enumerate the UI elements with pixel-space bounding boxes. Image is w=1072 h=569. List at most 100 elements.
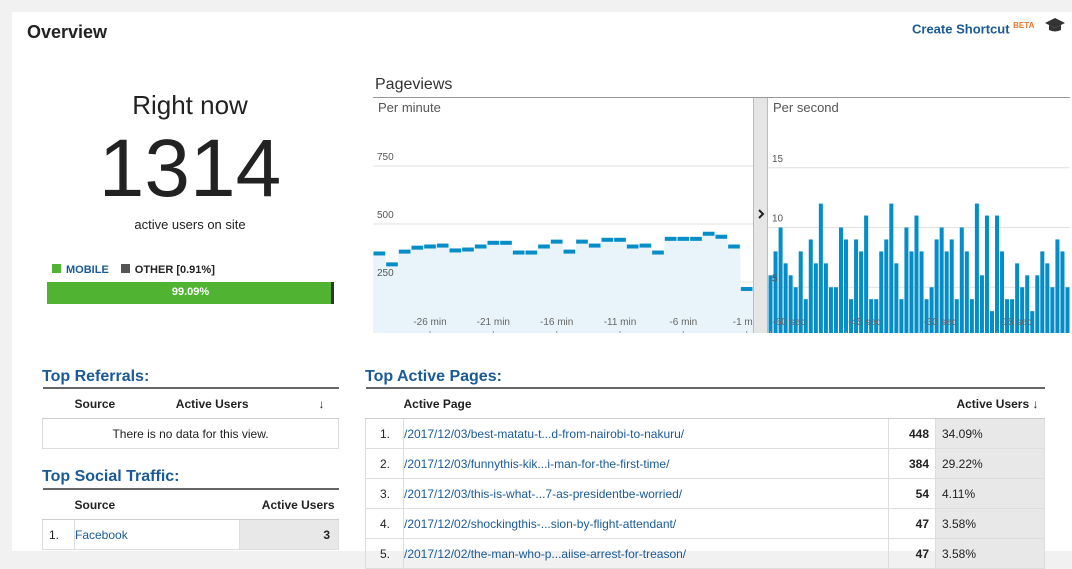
x-tick-label: -11 min	[604, 317, 637, 328]
row: 2./2017/12/03/funnythis-kik...i-man-for-…	[365, 448, 1045, 479]
referrals-title: Top Referrals:	[42, 368, 150, 385]
rank: 2.	[365, 448, 404, 479]
page-link[interactable]: /2017/12/03/this-is-what-...7-as-preside…	[403, 478, 889, 509]
users: 54	[888, 478, 936, 509]
x-tick-label: -30 sec	[924, 317, 957, 328]
bar	[1010, 299, 1015, 333]
bar	[849, 299, 854, 333]
share-fill	[47, 282, 332, 304]
active-caption: active users on site	[134, 217, 246, 232]
col-header-label[interactable]: Active Users	[956, 396, 1030, 411]
y-tick-label: 15	[772, 154, 784, 165]
bar	[864, 215, 869, 333]
source-link[interactable]: Facebook	[74, 519, 240, 550]
bar	[979, 275, 984, 333]
bar	[788, 275, 793, 333]
sort-arrow[interactable]: ↓	[318, 388, 339, 419]
x-tick-label: -15 sec	[999, 317, 1032, 328]
bar	[1025, 275, 1030, 333]
col-header[interactable]: Active Users ↓	[888, 388, 1045, 419]
rank: 1.	[42, 519, 75, 550]
bar	[1060, 251, 1065, 333]
bar	[944, 251, 949, 333]
chart-subtitle: Per minute	[378, 100, 441, 115]
y-tick-label: 500	[377, 210, 394, 221]
y-tick-label: 5	[772, 273, 778, 284]
x-tick-label: -16 min	[540, 317, 573, 328]
row: 4./2017/12/02/shockingthis-...sion-by-fl…	[365, 508, 1045, 539]
bar	[879, 251, 884, 333]
legend: MOBILE OTHER [0.91%]	[52, 264, 215, 276]
bar	[823, 263, 828, 333]
page-link[interactable]: /2017/12/02/shockingthis-...sion-by-flig…	[403, 508, 889, 539]
bar	[989, 311, 994, 333]
bar	[964, 251, 969, 333]
bar	[854, 239, 859, 333]
row: 5./2017/12/02/the-man-who-p...aiise-arre…	[365, 538, 1045, 569]
percent: 3.58%	[935, 538, 1045, 569]
x-tick-label: -26 min	[413, 317, 446, 328]
users: 47	[888, 538, 936, 569]
bar	[934, 239, 939, 333]
shortcut-label[interactable]: Create Shortcut	[912, 21, 1010, 37]
bar	[783, 263, 788, 333]
chart-frame	[373, 97, 1070, 334]
header-row: Active Page Active Users ↓	[365, 388, 1045, 419]
chart-divider[interactable]	[753, 98, 768, 333]
x-tick-label: -1 min	[733, 317, 753, 328]
bar	[813, 263, 818, 333]
cap-icon[interactable]	[1044, 17, 1066, 33]
bar	[929, 287, 934, 333]
per-second-chart: Per second 5 10 15 -60 sec -45 sec -30 sec -15 …	[768, 100, 1070, 333]
bar	[1045, 263, 1050, 333]
rank: 3.	[365, 478, 404, 509]
create-shortcut[interactable]: Create Shortcut BETA	[912, 21, 1034, 36]
page: Overview Create Shortcut BETA Right now …	[12, 12, 1072, 569]
rank: 1.	[365, 418, 404, 449]
col-header[interactable]: Active Users	[135, 388, 319, 419]
beta: BETA	[1013, 21, 1035, 30]
bar	[949, 239, 954, 333]
right-now-title: Right now	[132, 90, 248, 120]
x-tick-label: -60 sec	[773, 317, 806, 328]
bar	[793, 287, 798, 333]
page-link[interactable]: /2017/12/03/funnythis-kik...i-man-for-th…	[403, 448, 889, 479]
page-link[interactable]: /2017/12/02/the-man-who-p...aiise-arrest…	[403, 538, 889, 569]
empty-row: There is no data for this view.	[42, 418, 339, 449]
legend-item: OTHER [0.91%]	[120, 264, 215, 276]
bar	[859, 251, 864, 333]
social-table: Source Active Users 1. Facebook 3	[42, 488, 339, 550]
bar	[1035, 275, 1040, 333]
bar	[798, 251, 803, 333]
legend-item: MOBILE	[52, 264, 109, 276]
bar	[899, 299, 904, 333]
expand-arrow[interactable]	[754, 98, 767, 333]
bar	[808, 239, 813, 333]
bar	[969, 299, 974, 333]
bar	[869, 299, 874, 333]
share-bar: 99.09%	[47, 282, 334, 304]
bar	[939, 227, 944, 333]
per-minute-chart: Per minute 250 500 750 -26 min -21 min -16 min…	[373, 100, 753, 333]
bar	[889, 203, 894, 333]
header-row: Source Active Users	[42, 489, 339, 520]
bar	[995, 215, 1000, 333]
legend-swatch	[52, 264, 61, 273]
col-header[interactable]: Active Users	[239, 489, 339, 520]
empty-message: There is no data for this view.	[42, 418, 339, 449]
row: 3./2017/12/03/this-is-what-...7-as-presi…	[365, 478, 1045, 509]
col-header: Source	[74, 489, 240, 520]
pages-title: Top Active Pages:	[365, 368, 502, 385]
x-tick-label: -45 sec	[848, 317, 881, 328]
rank: 4.	[365, 508, 404, 539]
pageviews-title: Pageviews	[375, 76, 453, 93]
bar	[833, 287, 838, 333]
page-link[interactable]: /2017/12/03/best-matatu-t...d-from-nairo…	[403, 418, 889, 449]
bar	[974, 203, 979, 333]
header-row: Source Active Users ↓	[42, 388, 339, 419]
area	[373, 233, 753, 333]
bar	[778, 227, 783, 333]
y-tick-label: 10	[772, 214, 784, 225]
row: 1./2017/12/03/best-matatu-t...d-from-nai…	[365, 418, 1045, 449]
col-header: Active Page	[403, 388, 889, 419]
